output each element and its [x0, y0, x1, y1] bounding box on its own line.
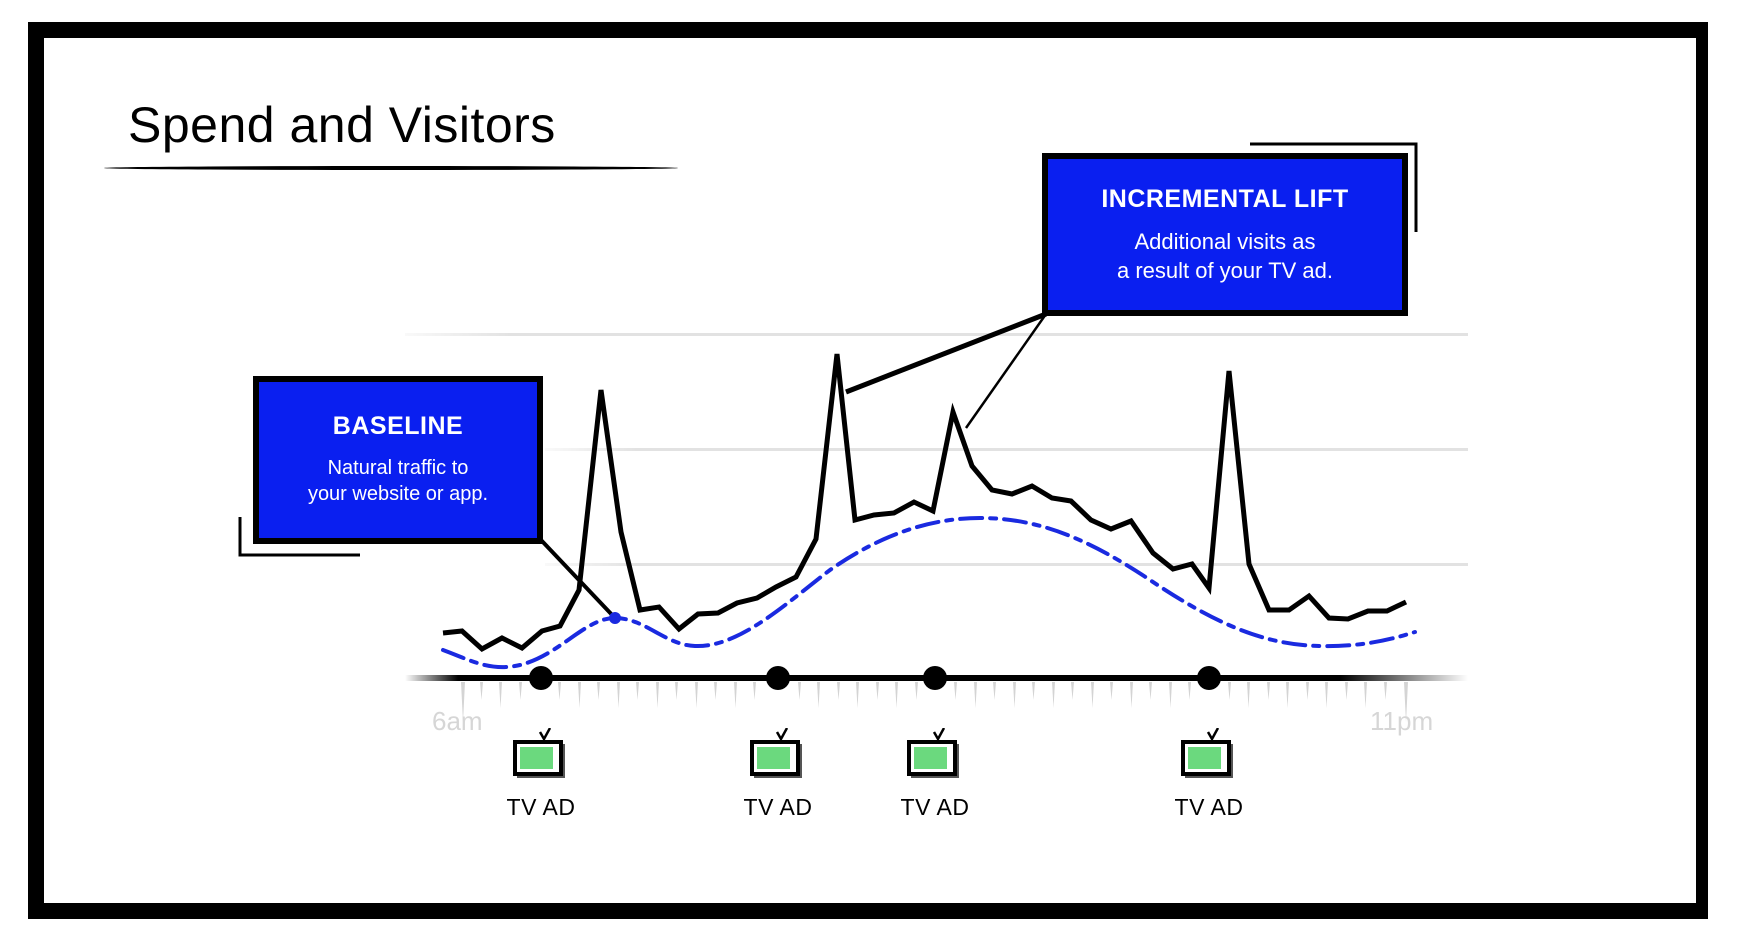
- tv-ad-label: TV AD: [743, 794, 813, 820]
- tv-icon: [1181, 728, 1237, 780]
- visitors-line: [442, 353, 1408, 653]
- tv-ad-event-3: TV AD: [885, 728, 985, 821]
- slide-frame: [28, 22, 1708, 919]
- baseline-callout-text-line1: Natural traffic to: [327, 457, 469, 479]
- tv-ad-event-4: TV AD: [1159, 728, 1259, 821]
- tv-icon: [907, 728, 963, 780]
- tv-ad-event-2: TV AD: [728, 728, 828, 821]
- tv-icon: [750, 728, 806, 780]
- baseline-callout-shadow: [238, 517, 360, 557]
- lift-callout-shadow: [1250, 142, 1418, 232]
- tv-icon: [513, 728, 569, 780]
- tv-ad-markers: [529, 666, 1221, 690]
- tv-ad-event-1: TV AD: [491, 728, 591, 821]
- tv-ad-label: TV AD: [1174, 794, 1244, 820]
- tv-ad-marker-2: [766, 666, 790, 690]
- tv-ad-marker-4: [1197, 666, 1221, 690]
- baseline-callout-text-line2: your website or app.: [307, 483, 489, 505]
- baseline-callout-heading: BASELINE: [332, 412, 464, 440]
- tv-ad-label: TV AD: [900, 794, 970, 820]
- axis-end-label: 11pm: [1370, 706, 1434, 736]
- baseline-callout: BASELINE Natural traffic to your website…: [253, 376, 543, 544]
- baseline-curve: [441, 515, 1417, 670]
- tv-ad-label: TV AD: [506, 794, 576, 820]
- lift-callout-heading: INCREMENTAL LIFT: [1101, 185, 1349, 213]
- title-underline: [104, 166, 678, 170]
- incremental-lift-callout: INCREMENTAL LIFT Additional visits as a …: [1042, 153, 1408, 316]
- tv-ad-marker-3: [923, 666, 947, 690]
- baseline-marker-dot: [609, 612, 621, 624]
- axis-ticks: [461, 682, 1408, 722]
- axis-start-label: 6am: [432, 706, 483, 736]
- page-title: Spend and Visitors: [128, 97, 556, 153]
- tv-ad-marker-1: [529, 666, 553, 690]
- lift-callout-text-line2: a result of your TV ad.: [1116, 257, 1334, 283]
- gridlines: [405, 333, 1468, 566]
- lift-callout-text-line1: Additional visits as: [1134, 229, 1316, 254]
